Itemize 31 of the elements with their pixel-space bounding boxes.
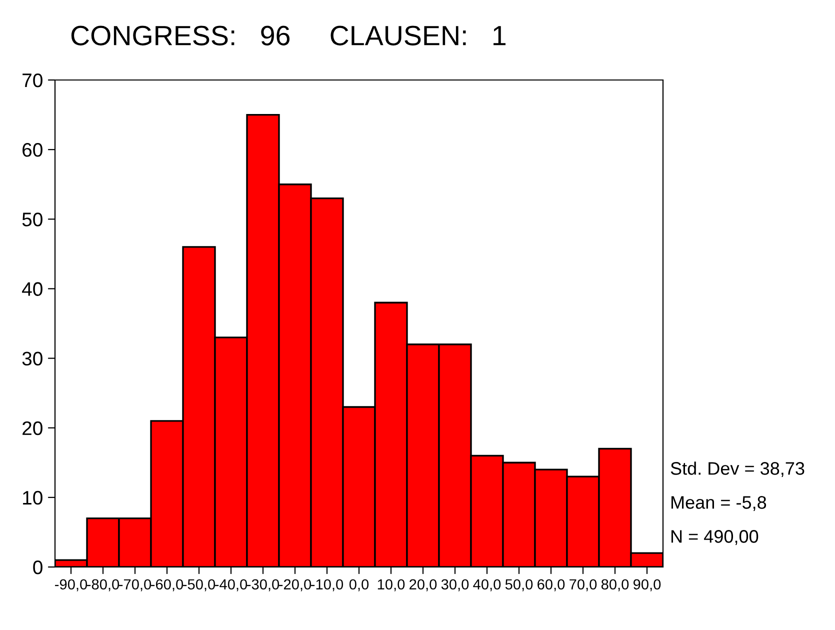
x-tick-label: 80,0 (601, 579, 629, 592)
x-tick-label: -30,0 (247, 579, 280, 592)
y-tick-label: 0 (33, 560, 42, 574)
text: Std. Dev = 38,73 (670, 462, 804, 477)
y-tick-label: 70 (22, 73, 42, 88)
chart-title: CONGRESS: 96 CLAUSEN: 1 (71, 26, 506, 46)
x-tick-label: -80,0 (87, 579, 120, 592)
x-tick-label: -50,0 (183, 579, 216, 592)
y-tick-label: 30 (22, 352, 42, 366)
x-tick-label: 30,0 (441, 579, 469, 592)
x-tick-label: -40,0 (215, 579, 248, 592)
text: Mean = -5,8 (671, 496, 766, 511)
x-tick-label: 60,0 (538, 579, 565, 592)
x-tick-label: 0,0 (349, 579, 369, 592)
text: N = 490,00 (671, 530, 758, 545)
x-tick-label: 10,0 (378, 579, 405, 592)
x-tick-label: -20,0 (279, 579, 312, 592)
x-tick-label: -60,0 (151, 579, 184, 592)
x-tick-label: -90,0 (55, 579, 88, 592)
y-tick-label: 50 (22, 212, 42, 226)
x-tick-label: 20,0 (410, 579, 437, 592)
y-tick-label: 40 (22, 282, 42, 296)
x-tick-label: -10,0 (311, 579, 344, 592)
x-tick-label: 50,0 (505, 579, 533, 592)
y-tick-label: 60 (22, 143, 42, 157)
x-tick-label: -70,0 (119, 579, 152, 592)
x-tick-label: 90,0 (633, 579, 661, 592)
y-tick-label: 20 (22, 421, 42, 436)
x-tick-label: 70,0 (570, 579, 597, 592)
y-tick-label: 10 (23, 490, 42, 505)
x-tick-label: 40,0 (473, 579, 501, 592)
